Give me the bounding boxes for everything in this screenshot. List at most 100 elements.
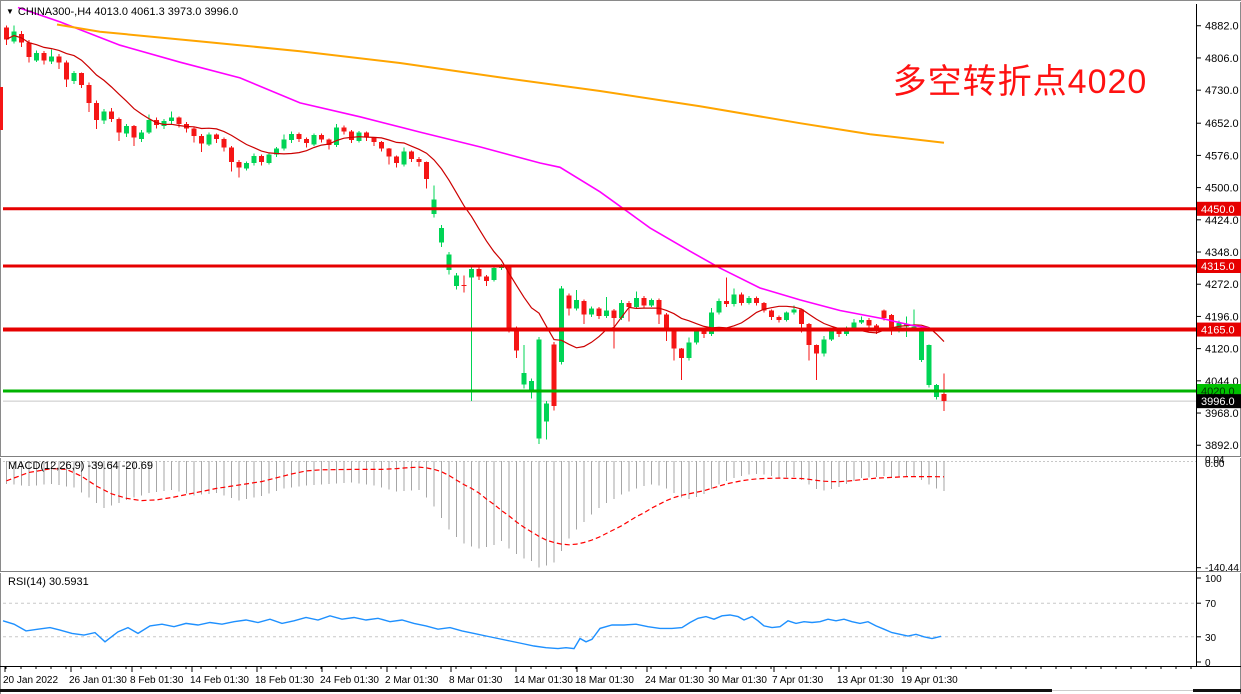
candle-body bbox=[334, 127, 339, 146]
candle-body bbox=[191, 128, 197, 136]
ma-fast-line bbox=[6, 34, 945, 349]
candle-body bbox=[866, 319, 872, 326]
candle-body bbox=[506, 267, 512, 328]
horizontal-scrollbar-thumb[interactable] bbox=[0, 689, 1052, 692]
candle-body bbox=[281, 139, 287, 149]
candle-body bbox=[544, 403, 549, 422]
candle-body bbox=[889, 315, 894, 330]
symbol-dropdown-icon[interactable]: ▼ bbox=[6, 7, 14, 16]
price-axis-label: 4652.0 bbox=[1205, 118, 1239, 130]
time-axis-label: 7 Apr 01:30 bbox=[772, 675, 824, 686]
candle-body bbox=[56, 56, 62, 63]
candle-body bbox=[289, 134, 294, 141]
candle-body bbox=[236, 162, 242, 168]
price-badge bbox=[1197, 259, 1241, 273]
chart-text-annotation[interactable]: 多空转折点4020 bbox=[892, 63, 1148, 101]
candle-body bbox=[941, 393, 947, 402]
candle-body bbox=[529, 380, 534, 392]
macd-scale-max: 0.04 bbox=[1205, 455, 1225, 466]
candle-body bbox=[274, 148, 279, 155]
time-axis-label: 20 Jan 2022 bbox=[3, 675, 58, 686]
candle-body bbox=[229, 147, 234, 163]
candle-body bbox=[214, 134, 219, 139]
candle-body bbox=[386, 148, 392, 157]
macd-signal-line bbox=[6, 466, 945, 546]
price-axis-label: 3892.0 bbox=[1205, 440, 1239, 452]
candle-body bbox=[859, 319, 864, 323]
macd-scale-zero: 0.00 bbox=[1205, 459, 1225, 470]
candle-body bbox=[626, 302, 632, 308]
symbol-title[interactable]: ▼ CHINA300-,H4 4013.0 4061.3 3973.0 3996.… bbox=[6, 6, 238, 18]
price-axis-label: 4730.0 bbox=[1205, 85, 1239, 97]
time-axis-label: 24 Feb 01:30 bbox=[320, 675, 379, 686]
candle-body bbox=[349, 131, 354, 141]
candle-body bbox=[131, 126, 137, 138]
price-axis-label: 4576.0 bbox=[1205, 150, 1239, 162]
candle-body bbox=[319, 135, 324, 140]
candle-body bbox=[416, 158, 422, 163]
candle-body bbox=[821, 339, 827, 354]
candle-body bbox=[686, 342, 692, 358]
price-axis-label: 4806.0 bbox=[1205, 53, 1239, 65]
time-axis-label: 2 Mar 01:30 bbox=[385, 675, 439, 686]
candle-body bbox=[851, 322, 857, 329]
candle-body bbox=[641, 297, 647, 306]
price-badge bbox=[1197, 201, 1241, 216]
candle-body bbox=[634, 297, 639, 308]
candle-body bbox=[34, 52, 39, 61]
candle-body bbox=[611, 310, 617, 319]
horizontal-scrollbar-end[interactable] bbox=[1193, 689, 1241, 692]
time-axis-label: 19 Apr 01:30 bbox=[901, 675, 958, 686]
candle-body bbox=[521, 373, 527, 385]
price-axis-label: 4500.0 bbox=[1205, 183, 1239, 195]
candle-body bbox=[806, 324, 812, 346]
candle-body bbox=[341, 127, 347, 132]
candle-body bbox=[221, 138, 227, 148]
candle-body bbox=[881, 310, 887, 319]
candle-body bbox=[206, 134, 212, 145]
candle-body bbox=[469, 268, 474, 278]
rsi-scale-0: 0 bbox=[1205, 658, 1211, 669]
candle-body bbox=[439, 227, 444, 243]
time-axis-label: 18 Feb 01:30 bbox=[255, 675, 314, 686]
candle-body bbox=[784, 312, 789, 320]
candle-body bbox=[169, 117, 174, 122]
price-badge-label: 4315.0 bbox=[1201, 261, 1235, 273]
candle-body bbox=[536, 339, 542, 439]
candle-body bbox=[746, 297, 752, 303]
candle-body bbox=[656, 299, 662, 315]
candle-body bbox=[791, 309, 797, 313]
macd-signal-value: -20.69 bbox=[121, 460, 153, 472]
candle-body bbox=[266, 154, 272, 164]
candle-body bbox=[409, 151, 414, 159]
candle-body bbox=[379, 141, 384, 149]
candle-body bbox=[799, 309, 804, 325]
candle-body bbox=[484, 276, 489, 281]
candle-body bbox=[566, 295, 572, 309]
candle-body bbox=[739, 294, 744, 303]
price-badge-label: 3996.0 bbox=[1201, 396, 1235, 408]
candle-body bbox=[71, 73, 77, 81]
candle-body bbox=[11, 31, 17, 42]
candle-body bbox=[574, 299, 579, 309]
macd-indicator-label: MACD(12,26,9) -39.64 -20.69 bbox=[8, 460, 153, 472]
clipped-candle bbox=[0, 87, 3, 130]
candle-body bbox=[446, 254, 452, 271]
candle-body bbox=[559, 288, 564, 363]
candle-body bbox=[401, 151, 407, 165]
price-axis-label: 4120.0 bbox=[1205, 344, 1239, 356]
price-axis-label: 4348.0 bbox=[1205, 247, 1239, 259]
candle-body bbox=[244, 163, 249, 169]
price-axis-label: 4424.0 bbox=[1205, 215, 1239, 227]
candle-body bbox=[649, 299, 654, 306]
candle-body bbox=[716, 301, 722, 313]
candle-body bbox=[596, 308, 602, 316]
candle-body bbox=[724, 301, 729, 305]
candle-body bbox=[326, 139, 332, 146]
price-axis-label: 3968.0 bbox=[1205, 408, 1239, 420]
time-axis-label: 18 Mar 01:30 bbox=[575, 675, 634, 686]
candle-body bbox=[514, 327, 519, 351]
candle-body bbox=[4, 27, 9, 40]
candle-body bbox=[124, 126, 129, 134]
